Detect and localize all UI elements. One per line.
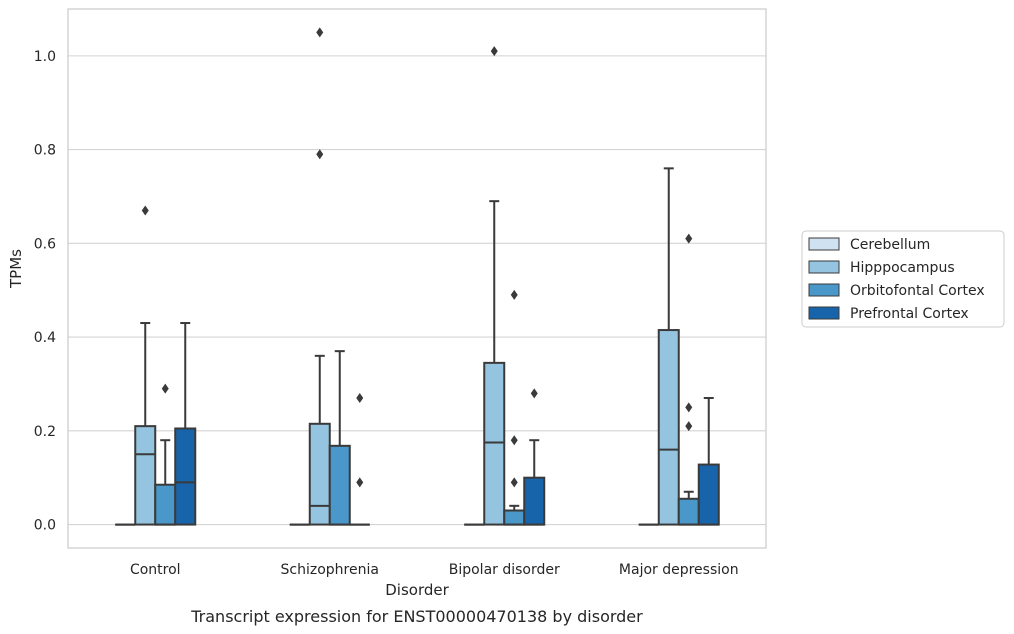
x-tick-label: Control	[130, 562, 181, 578]
legend-label: Orbitofontal Cortex	[850, 283, 985, 299]
box-group	[115, 205, 197, 526]
x-axis-title: Disorder	[385, 581, 449, 599]
outlier-point	[490, 46, 498, 57]
y-tick-label: 0.2	[34, 424, 56, 440]
y-tick-label: 0.4	[34, 330, 56, 346]
legend-swatch	[808, 260, 840, 274]
box-groups	[115, 27, 720, 526]
legend-label: Cerebellum	[850, 237, 930, 253]
box	[483, 361, 506, 526]
legend-swatch	[808, 283, 840, 297]
box-group	[638, 167, 720, 526]
legend-frame	[801, 230, 1005, 328]
outlier-point	[316, 27, 324, 38]
box	[134, 425, 157, 526]
plot-area-frame	[67, 8, 767, 549]
x-tick-label: Schizophrenia	[281, 562, 379, 578]
legend-label: Hipppocampus	[850, 260, 955, 276]
legend-label: Prefrontal Cortex	[850, 306, 969, 322]
box-group	[289, 27, 370, 526]
outlier-point	[356, 393, 364, 404]
outlier-point	[356, 477, 364, 488]
box-group	[464, 46, 546, 526]
box	[174, 427, 197, 526]
box	[677, 497, 700, 526]
box	[154, 483, 177, 526]
outlier-point	[316, 149, 324, 160]
x-tick-label: Major depression	[619, 562, 739, 578]
box	[697, 463, 720, 526]
outlier-point	[685, 402, 693, 413]
legend-swatch	[808, 306, 840, 320]
legend: Cerebellum Hipppocampus Orbitofontal Corte…	[801, 230, 1005, 328]
chart-caption: Transcript expression for ENST0000047013…	[190, 607, 643, 626]
x-axis-ticks: Control Schizophrenia Bipolar disorder Majo…	[130, 562, 739, 578]
outlier-point	[510, 435, 518, 446]
y-axis-ticks: 0.0 0.2 0.4 0.6 0.8 1.0	[34, 49, 56, 534]
box	[503, 509, 526, 526]
outlier-point	[510, 477, 518, 488]
y-tick-label: 1.0	[34, 49, 56, 65]
y-axis-title: TPMs	[7, 249, 25, 289]
box	[328, 444, 351, 526]
y-tick-label: 0.0	[34, 518, 56, 534]
outlier-point	[685, 233, 693, 244]
outlier-point	[685, 421, 693, 432]
outlier-point	[510, 289, 518, 300]
outlier-point	[141, 205, 149, 216]
box	[657, 329, 680, 526]
y-tick-label: 0.8	[34, 143, 56, 159]
x-tick-label: Bipolar disorder	[449, 562, 560, 578]
box	[308, 422, 331, 526]
y-tick-label: 0.6	[34, 236, 56, 252]
outlier-point	[530, 388, 538, 399]
legend-swatch	[808, 237, 840, 251]
box	[523, 476, 546, 526]
outlier-point	[161, 383, 169, 394]
